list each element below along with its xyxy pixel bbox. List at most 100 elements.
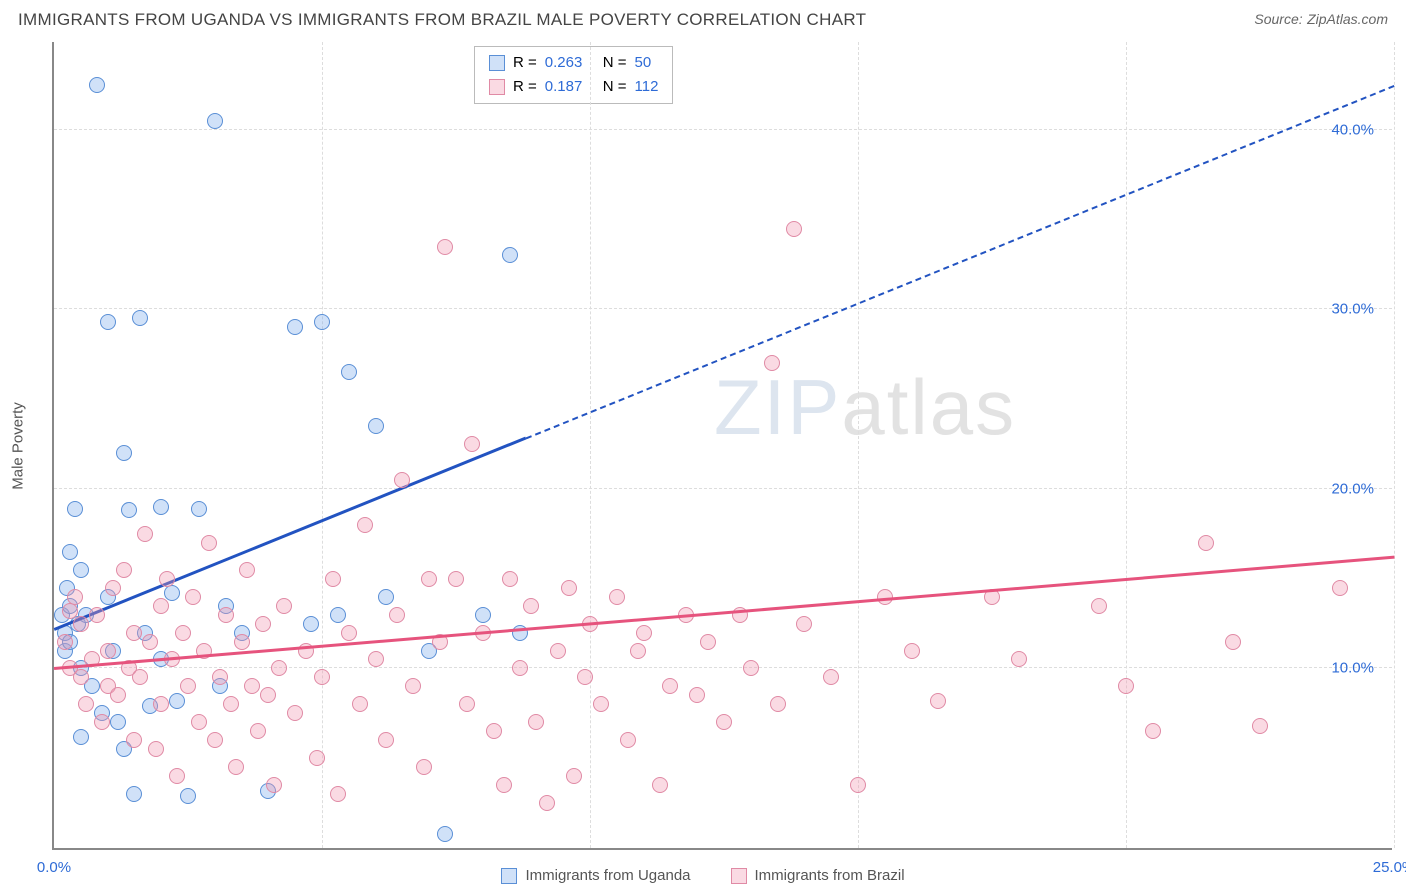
- data-point: [175, 625, 191, 641]
- data-point: [132, 310, 148, 326]
- data-point: [73, 616, 89, 632]
- legend: Immigrants from Uganda Immigrants from B…: [0, 867, 1406, 884]
- r-label: R =: [513, 51, 537, 75]
- data-point: [110, 714, 126, 730]
- legend-label-brazil: Immigrants from Brazil: [755, 867, 905, 884]
- data-point: [309, 750, 325, 766]
- data-point: [212, 669, 228, 685]
- y-tick-label: 20.0%: [1331, 480, 1374, 497]
- data-point: [185, 589, 201, 605]
- data-point: [94, 714, 110, 730]
- legend-item-brazil: Immigrants from Brazil: [731, 867, 905, 884]
- data-point: [126, 732, 142, 748]
- source-label: Source:: [1254, 11, 1302, 27]
- data-point: [126, 786, 142, 802]
- data-point: [743, 660, 759, 676]
- data-point: [502, 571, 518, 587]
- r-value-uganda: 0.263: [545, 51, 595, 75]
- data-point: [234, 634, 250, 650]
- data-point: [89, 607, 105, 623]
- data-point: [930, 693, 946, 709]
- data-point: [271, 660, 287, 676]
- data-point: [266, 777, 282, 793]
- data-point: [169, 768, 185, 784]
- data-point: [239, 562, 255, 578]
- data-point: [368, 418, 384, 434]
- swatch-uganda: [489, 55, 505, 71]
- data-point: [796, 616, 812, 632]
- gridline-v: [1126, 42, 1127, 848]
- n-label: N =: [603, 75, 627, 99]
- data-point: [1118, 678, 1134, 694]
- gridline-h: [54, 488, 1392, 489]
- data-point: [148, 741, 164, 757]
- data-point: [341, 364, 357, 380]
- data-point: [89, 77, 105, 93]
- data-point: [904, 643, 920, 659]
- gridline-h: [54, 308, 1392, 309]
- data-point: [437, 826, 453, 842]
- data-point: [100, 314, 116, 330]
- data-point: [73, 669, 89, 685]
- data-point: [459, 696, 475, 712]
- gridline-v: [590, 42, 591, 848]
- data-point: [121, 502, 137, 518]
- data-point: [421, 571, 437, 587]
- stats-row-brazil: R = 0.187 N = 112: [489, 75, 658, 99]
- data-point: [1225, 634, 1241, 650]
- source-name: ZipAtlas.com: [1307, 11, 1388, 27]
- data-point: [314, 314, 330, 330]
- data-point: [207, 732, 223, 748]
- swatch-brazil: [489, 79, 505, 95]
- data-point: [1011, 651, 1027, 667]
- data-point: [378, 589, 394, 605]
- data-point: [153, 696, 169, 712]
- data-point: [276, 598, 292, 614]
- gridline-h: [54, 667, 1392, 668]
- data-point: [636, 625, 652, 641]
- data-point: [100, 643, 116, 659]
- data-point: [314, 669, 330, 685]
- data-point: [1252, 718, 1268, 734]
- gridline-v: [858, 42, 859, 848]
- data-point: [539, 795, 555, 811]
- data-point: [502, 247, 518, 263]
- data-point: [528, 714, 544, 730]
- data-point: [496, 777, 512, 793]
- data-point: [153, 598, 169, 614]
- y-tick-label: 30.0%: [1331, 301, 1374, 318]
- data-point: [73, 562, 89, 578]
- n-value-brazil: 112: [635, 75, 659, 99]
- data-point: [57, 634, 73, 650]
- data-point: [250, 723, 266, 739]
- chart-title: IMMIGRANTS FROM UGANDA VS IMMIGRANTS FRO…: [18, 10, 866, 30]
- r-value-brazil: 0.187: [545, 75, 595, 99]
- data-point: [550, 643, 566, 659]
- y-tick-label: 10.0%: [1331, 660, 1374, 677]
- data-point: [448, 571, 464, 587]
- data-point: [287, 319, 303, 335]
- data-point: [368, 651, 384, 667]
- data-point: [823, 669, 839, 685]
- r-label: R =: [513, 75, 537, 99]
- data-point: [770, 696, 786, 712]
- data-point: [73, 729, 89, 745]
- data-point: [116, 445, 132, 461]
- data-point: [159, 571, 175, 587]
- legend-item-uganda: Immigrants from Uganda: [501, 867, 690, 884]
- data-point: [486, 723, 502, 739]
- data-point: [169, 693, 185, 709]
- data-point: [330, 786, 346, 802]
- n-value-uganda: 50: [635, 51, 652, 75]
- data-point: [137, 526, 153, 542]
- data-point: [287, 705, 303, 721]
- source: Source: ZipAtlas.com: [1254, 11, 1388, 29]
- data-point: [218, 607, 234, 623]
- data-point: [1145, 723, 1161, 739]
- data-point: [593, 696, 609, 712]
- legend-label-uganda: Immigrants from Uganda: [525, 867, 690, 884]
- data-point: [378, 732, 394, 748]
- data-point: [260, 687, 276, 703]
- legend-swatch-uganda: [501, 868, 517, 884]
- data-point: [609, 589, 625, 605]
